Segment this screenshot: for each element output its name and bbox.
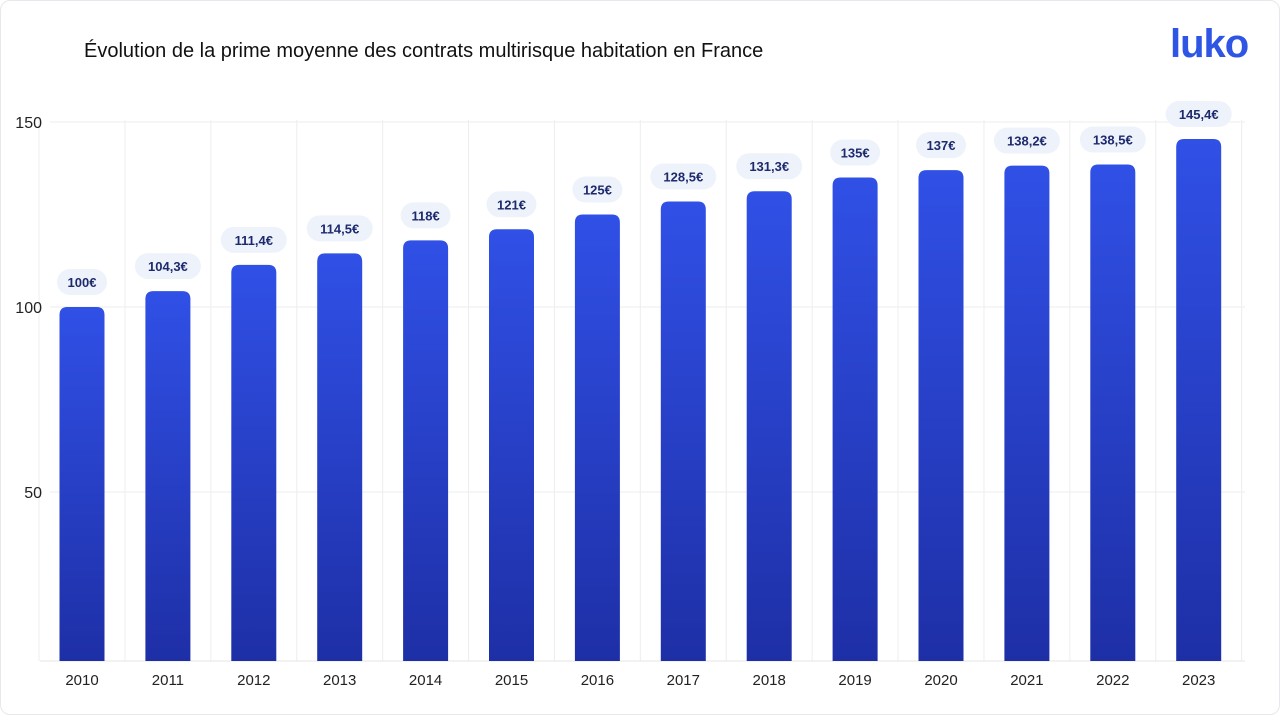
data-label: 100€ [68,275,97,290]
y-tick-label: 50 [24,485,42,502]
x-tick-label: 2013 [323,672,356,689]
data-label-pill [572,176,623,203]
data-label-pill [993,127,1060,154]
bar-2016 [574,214,620,661]
data-label-pill [134,253,201,280]
data-label-pill [916,132,966,159]
bar-2022 [1090,164,1136,662]
x-tick-label: 2015 [495,672,528,689]
chart-title: Évolution de la prime moyenne des contra… [84,40,764,62]
bar-2014 [403,240,449,661]
x-tick-label: 2022 [1096,672,1129,689]
x-tick-label: 2014 [409,672,442,689]
x-tick-label: 2021 [1010,672,1043,689]
x-tick-label: 2018 [753,672,786,689]
bar-2010 [59,307,105,661]
bar-2019 [832,177,878,661]
bar-2021 [1004,165,1050,661]
bar-2023 [1176,139,1222,661]
x-tick-label: 2016 [581,672,614,689]
data-label: 138,2€ [1007,134,1047,149]
bar-2011 [145,291,191,661]
bar-2017 [660,201,706,662]
data-label-pill [830,139,881,166]
bar-2020 [918,170,964,661]
data-label-pill [650,163,717,190]
data-label: 137€ [927,138,956,153]
data-label: 111,4€ [235,233,273,248]
data-label-pill [220,226,287,253]
y-tick-label: 150 [15,115,42,132]
data-label: 125€ [583,183,612,198]
data-label: 121€ [497,197,526,212]
data-label: 145,4€ [1179,107,1219,122]
data-label-pill [400,202,451,229]
data-label: 135€ [841,146,870,161]
data-label: 114,5€ [320,221,359,236]
data-label: 138,5€ [1093,133,1133,148]
data-label-pill [57,269,107,295]
luko-logo: luko [1170,22,1249,66]
x-tick-label: 2011 [152,672,184,689]
data-label: 104,3€ [148,259,188,274]
bar-2018 [746,191,792,661]
data-label-pill [736,153,803,180]
data-label-pill [306,215,373,242]
data-label-pill [1165,101,1232,128]
bar-2012 [231,264,277,661]
data-label: 131,3€ [749,159,789,174]
x-tick-label: 2017 [667,672,700,689]
x-tick-label: 2012 [237,672,270,689]
x-tick-label: 2010 [65,672,98,689]
x-tick-label: 2023 [1182,672,1215,689]
y-tick-label: 100 [15,300,42,317]
bar-2015 [489,229,534,662]
bar-2013 [317,253,363,661]
data-label: 128,5€ [663,170,703,185]
x-tick-label: 2019 [838,672,871,689]
data-label-pill [1079,126,1146,153]
data-label: 118€ [411,208,439,223]
data-label-pill [486,191,537,218]
x-tick-label: 2020 [924,672,957,689]
